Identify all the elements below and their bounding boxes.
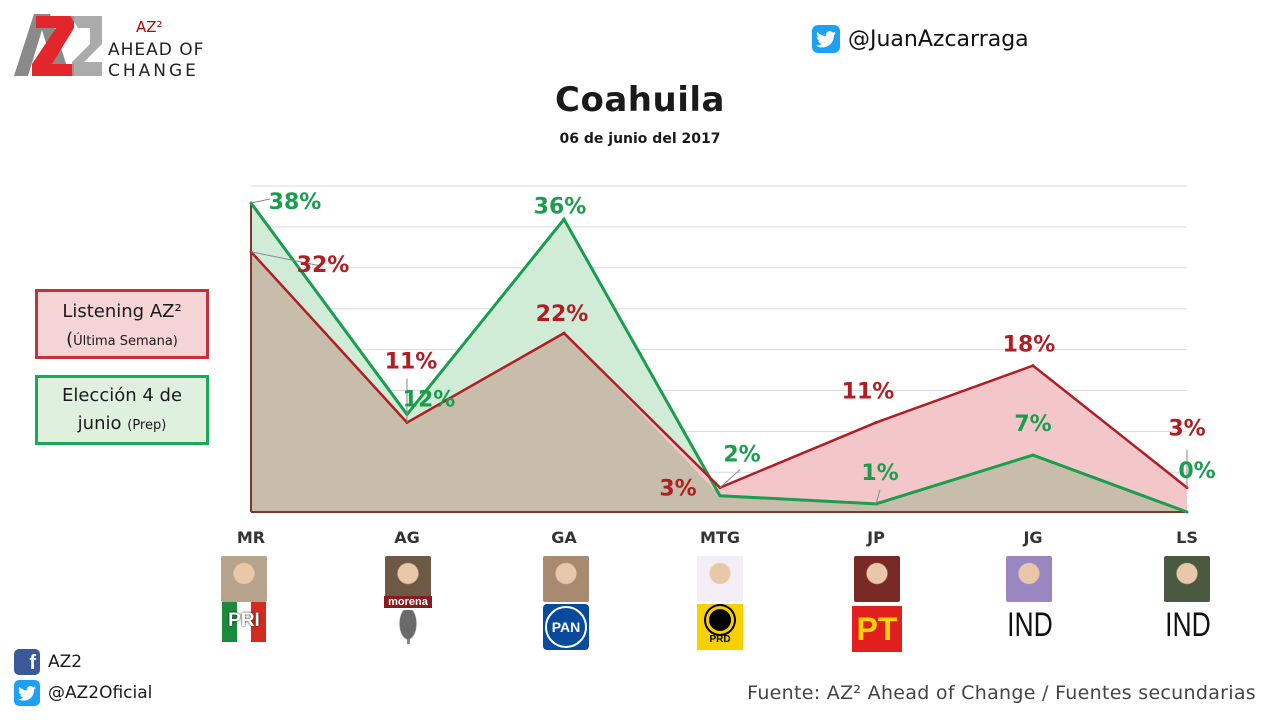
data-label-election-ls: 0%	[1178, 459, 1215, 484]
candidate-photo-ga	[543, 556, 589, 602]
pri-logo-text: PRI	[228, 610, 260, 631]
category-label-jp: JP	[866, 528, 885, 547]
twitter-link[interactable]: @AZ2Oficial	[14, 680, 152, 706]
data-label-election-jp: 1%	[861, 461, 898, 486]
pri-stripe	[251, 602, 267, 642]
logo-ahead-of: AHEAD OF	[108, 40, 205, 60]
pt-logo-text: PT	[856, 610, 898, 647]
category-label-ga: GA	[551, 528, 577, 547]
chart-title: Coahuila	[0, 80, 1280, 120]
point-election-jg	[1031, 453, 1035, 457]
chart-title-text: Coahuila	[555, 80, 725, 120]
twitter-handle[interactable]: @JuanAzcarraga	[812, 24, 1029, 54]
candidate-photo-mr	[221, 556, 267, 602]
leader-mr-election	[250, 198, 271, 204]
logo-superscript: AZ²	[136, 18, 163, 36]
pan-logo-icon: PAN	[543, 604, 589, 650]
data-label-election-mtg: 2%	[723, 443, 760, 468]
data-label-election-ga: 36%	[534, 194, 587, 219]
independent-label: IND	[1007, 606, 1053, 644]
legend-election-line2: junio	[77, 413, 122, 434]
point-election-mtg	[718, 494, 722, 498]
morena-logo-text: morena	[384, 596, 432, 608]
morena-logo-icon: morena	[383, 596, 433, 646]
twitter-handle-text: @JuanAzcarraga	[848, 26, 1029, 52]
legend-listening-main: Listening AZ²	[62, 301, 182, 322]
twitter-footer-text: @AZ2Oficial	[48, 683, 153, 703]
az2-logo-mark	[14, 14, 102, 76]
category-label-mr: MR	[237, 528, 265, 547]
az2-logo: AZ² AHEAD OF CHANGE	[12, 10, 212, 82]
leader-jp-election	[875, 489, 881, 505]
data-label-listening-ag: 11%	[385, 350, 438, 375]
point-listening-ga	[562, 331, 566, 335]
category-label-mtg: MTG	[700, 528, 740, 547]
category-label-ls: LS	[1176, 528, 1198, 547]
point-listening-jp	[874, 421, 878, 425]
category-label-ag: AG	[394, 528, 420, 547]
data-label-listening-mtg: 3%	[659, 477, 696, 502]
legend-election-sub-line: junio (Prep)	[38, 410, 206, 440]
point-listening-jg	[1031, 364, 1035, 368]
twitter-icon	[812, 25, 840, 53]
chart-area: 38% 12% 36% 2% 1% 7% 0% 32% 11% 22% 3% 11% 18% 3% MR AG…	[237, 185, 1216, 547]
eagle-emblem-icon	[397, 610, 419, 644]
legend-election-main: Elección 4 de	[61, 385, 183, 406]
independent-label: IND	[1165, 606, 1211, 644]
pri-logo-icon: PRI	[222, 602, 267, 642]
legend-listening-paren: (	[66, 329, 74, 350]
legend-listening-sub-line: (Última Semana)	[38, 326, 206, 356]
leader-mtg-election	[719, 469, 741, 488]
pt-logo-icon: PT	[852, 606, 902, 652]
legend-election: Elección 4 de junio (Prep)	[35, 375, 209, 445]
facebook-icon: f	[14, 649, 40, 675]
data-label-election-ag: 12%	[403, 387, 456, 412]
prd-logo-text: PRD	[709, 634, 731, 645]
pri-stripe	[222, 602, 237, 642]
candidate-photo-jp	[854, 556, 900, 602]
logo-change: CHANGE	[108, 61, 199, 81]
facebook-link[interactable]: f AZ2	[14, 649, 82, 675]
legend-listening: Listening AZ² (Última Semana)	[35, 289, 209, 359]
prd-sun-icon	[709, 609, 731, 631]
pan-logo-text: PAN	[545, 606, 587, 648]
legend-listening-sub: Última Semana)	[73, 334, 178, 349]
data-label-listening-jp: 11%	[842, 380, 895, 405]
point-election-ga	[562, 217, 566, 221]
legend-election-sub: (Prep)	[127, 418, 167, 433]
prd-logo-icon: PRD	[697, 604, 743, 650]
data-label-election-mr: 38%	[269, 190, 322, 215]
data-label-listening-jg: 18%	[1003, 333, 1056, 358]
chart-subtitle: 06 de junio del 2017	[559, 131, 721, 147]
data-label-listening-mr: 32%	[297, 253, 350, 278]
data-label-listening-ls: 3%	[1168, 417, 1205, 442]
leader-mr-listening	[250, 251, 321, 267]
pri-stripe	[236, 602, 252, 642]
area-overlap	[251, 251, 1187, 512]
category-label-jg: JG	[1022, 528, 1042, 547]
candidate-photo-ag	[385, 556, 431, 602]
point-election-ls	[1185, 510, 1189, 514]
data-label-listening-ga: 22%	[536, 302, 589, 327]
candidate-photo-mtg	[697, 556, 743, 602]
twitter-icon	[14, 680, 40, 706]
facebook-text: AZ2	[48, 652, 83, 672]
data-label-election-jg: 7%	[1014, 412, 1051, 437]
source-note: Fuente: AZ² Ahead of Change / Fuentes se…	[747, 682, 1256, 704]
candidate-photo-ls	[1164, 556, 1210, 602]
candidate-photo-jg	[1006, 556, 1052, 602]
